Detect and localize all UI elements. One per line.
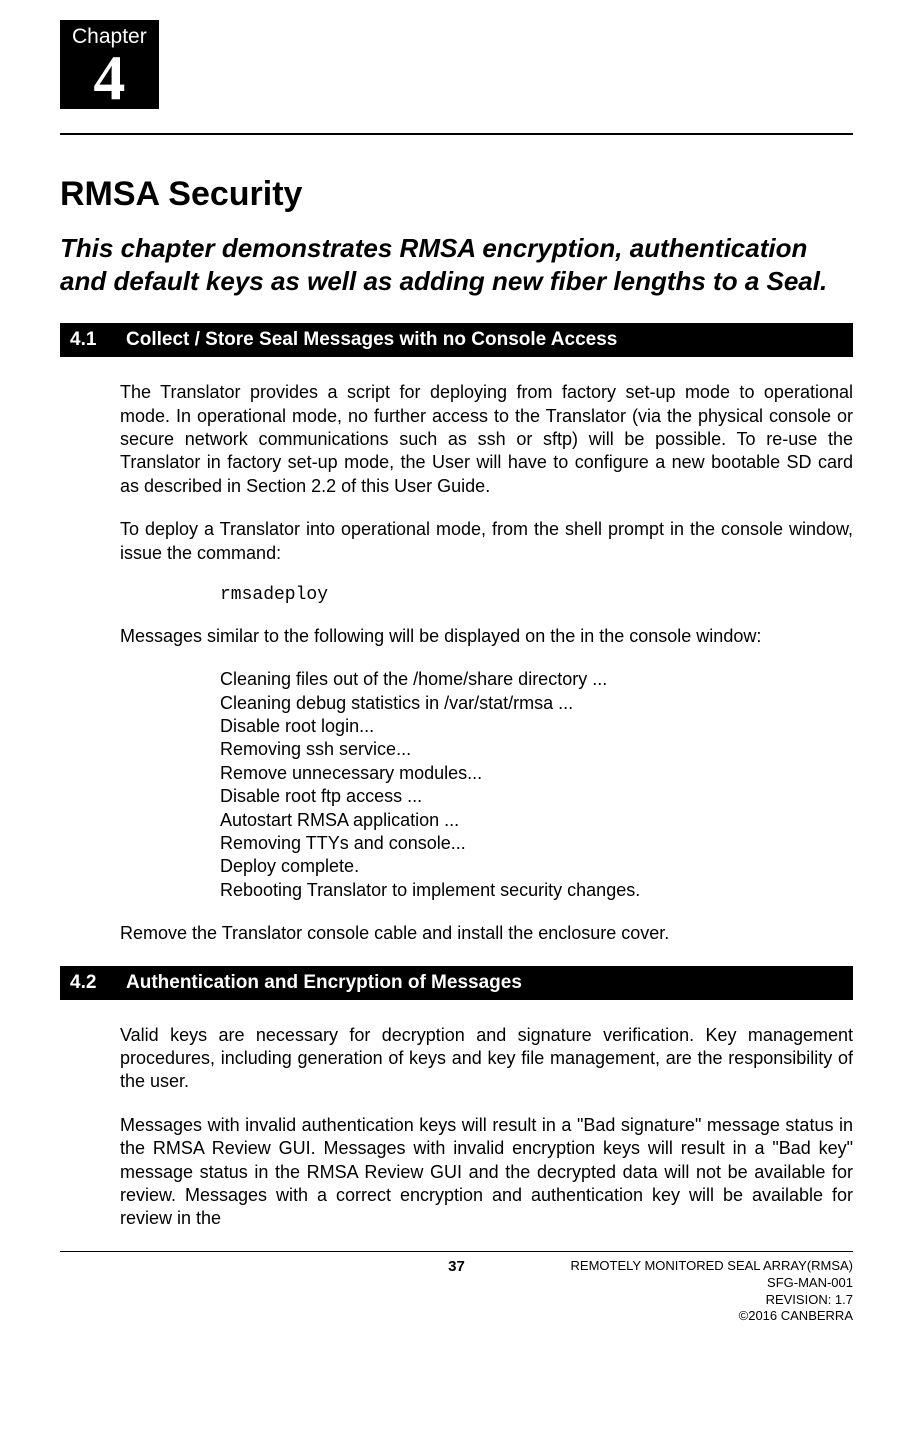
section-number: 4.2 [70,972,126,994]
footer-line: REMOTELY MONITORED SEAL ARRAY(RMSA) [571,1258,853,1275]
page-title: RMSA Security [60,175,853,214]
footer-line: REVISION: 1.7 [571,1292,853,1309]
section-title: Collect / Store Seal Messages with no Co… [126,329,617,351]
footer-line: SFG-MAN-001 [571,1275,853,1292]
footer-line: ©2016 CANBERRA [571,1308,853,1325]
chapter-block: Chapter 4 [60,20,159,109]
section-title: Authentication and Encryption of Message… [126,972,522,994]
paragraph: Valid keys are necessary for decryption … [120,1024,853,1094]
paragraph: To deploy a Translator into operational … [120,518,853,565]
page-subtitle: This chapter demonstrates RMSA encryptio… [60,232,853,300]
console-line: Disable root ftp access ... [220,785,853,808]
page-footer: 37 REMOTELY MONITORED SEAL ARRAY(RMSA) S… [60,1251,853,1326]
footer-right: REMOTELY MONITORED SEAL ARRAY(RMSA) SFG-… [571,1258,853,1326]
console-line: Removing TTYs and console... [220,832,853,855]
paragraph: Messages with invalid authentication key… [120,1114,853,1231]
chapter-number: 4 [72,49,147,107]
console-line: Removing ssh service... [220,738,853,761]
console-line: Remove unnecessary modules... [220,762,853,785]
paragraph: Remove the Translator console cable and … [120,922,853,945]
section-number: 4.1 [70,329,126,351]
divider [60,133,853,135]
section-heading-4-2: 4.2 Authentication and Encryption of Mes… [60,966,853,1000]
section-heading-4-1: 4.1 Collect / Store Seal Messages with n… [60,323,853,357]
console-line: Autostart RMSA application ... [220,809,853,832]
command-text: rmsadeploy [220,585,853,605]
console-line: Rebooting Translator to implement securi… [220,879,853,902]
console-line: Cleaning debug statistics in /var/stat/r… [220,692,853,715]
console-line: Cleaning files out of the /home/share di… [220,668,853,691]
paragraph: Messages similar to the following will b… [120,625,853,648]
console-output: Cleaning files out of the /home/share di… [220,668,853,902]
console-line: Deploy complete. [220,855,853,878]
console-line: Disable root login... [220,715,853,738]
page-number: 37 [448,1258,465,1275]
paragraph: The Translator provides a script for dep… [120,381,853,498]
